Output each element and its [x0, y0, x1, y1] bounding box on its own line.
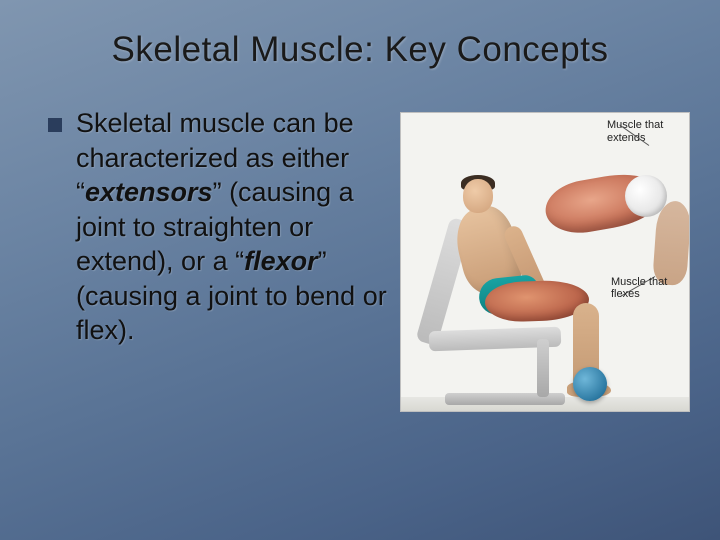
machine-roller-pad — [573, 367, 607, 401]
person-head — [463, 179, 493, 213]
figure-column: Muscle that extends Muscle that flexes — [400, 106, 690, 412]
label-muscle-extends: Muscle that extends — [607, 119, 687, 144]
body-paragraph: Skeletal muscle can be characterized as … — [76, 106, 388, 348]
content-row: Skeletal muscle can be characterized as … — [48, 106, 672, 412]
text-column: Skeletal muscle can be characterized as … — [48, 106, 388, 348]
slide-title: Skeletal Muscle: Key Concepts — [48, 30, 672, 70]
keyword-extensors: extensors — [85, 177, 213, 207]
slide: Skeletal Muscle: Key Concepts Skeletal m… — [0, 0, 720, 540]
inset-knee-bone — [625, 175, 667, 217]
seated-person — [407, 153, 627, 403]
keyword-flexor: flexor — [244, 246, 318, 276]
bullet-icon — [48, 118, 62, 132]
muscle-figure: Muscle that extends Muscle that flexes — [400, 112, 690, 412]
